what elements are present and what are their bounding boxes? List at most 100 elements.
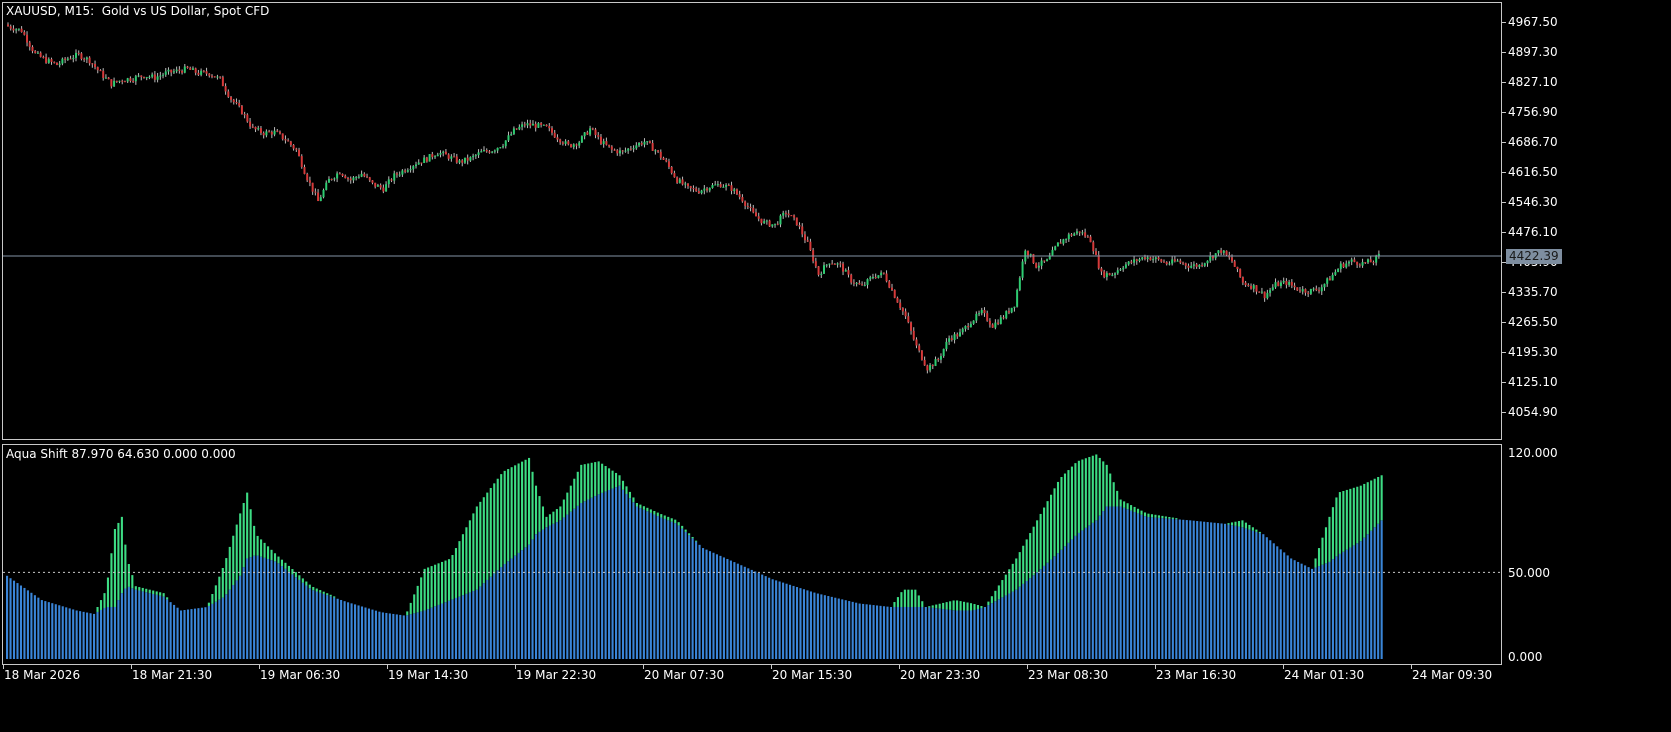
candle — [1290, 279, 1293, 289]
histogram-bar-blue — [889, 607, 893, 659]
candle — [1002, 315, 1005, 320]
histogram-bar-blue — [1213, 522, 1216, 659]
candle — [542, 124, 545, 126]
histogram-bar-green — [1126, 503, 1129, 510]
histogram-bar-blue — [249, 557, 252, 659]
histogram-bar-blue — [1015, 589, 1018, 659]
histogram-bar-green — [507, 469, 510, 562]
candle — [64, 57, 67, 64]
candle — [678, 177, 681, 184]
histogram-bar-green — [308, 584, 311, 589]
candle — [1056, 242, 1059, 247]
candle — [317, 189, 320, 202]
histogram-bar-blue — [1088, 525, 1091, 659]
candle — [991, 323, 994, 328]
histogram-bar-blue — [966, 610, 969, 659]
histogram-bar-green — [441, 561, 444, 604]
histogram-bar-blue — [531, 539, 534, 659]
candle — [382, 184, 385, 194]
histogram-bar-blue — [1119, 506, 1122, 659]
candle — [425, 156, 428, 163]
candle — [415, 161, 417, 169]
candle — [795, 217, 798, 226]
histogram-bar-green — [534, 485, 538, 535]
histogram-bar-blue — [145, 592, 148, 659]
candle — [31, 45, 34, 54]
time-axis[interactable]: 18 Mar 2026 18 Mar 21:30 19 Mar 06:30 19 Ma… — [2, 665, 1502, 685]
price-axis[interactable]: 4967.50 4897.30 4827.10 4756.90 4686.70 4616.… — [1502, 2, 1671, 440]
candle — [80, 52, 83, 61]
candle — [265, 129, 268, 138]
candle — [338, 172, 341, 175]
candle — [752, 204, 755, 214]
price-chart-canvas[interactable] — [3, 3, 1501, 439]
histogram-bar-blue — [611, 488, 614, 659]
histogram-bar-blue — [1109, 506, 1112, 659]
histogram-bar-blue — [312, 590, 315, 659]
candle — [221, 75, 224, 87]
candle — [1274, 278, 1277, 289]
histogram-bar-blue — [1022, 583, 1025, 659]
candle — [1168, 261, 1171, 266]
candle — [1285, 278, 1288, 289]
histogram-bar-green — [1046, 501, 1049, 563]
candle — [205, 67, 208, 76]
candle — [268, 129, 271, 133]
histogram-bar-green — [907, 589, 910, 607]
histogram-bar-blue — [113, 607, 116, 659]
histogram-bar-green — [214, 585, 217, 602]
histogram-bar-green — [1025, 539, 1028, 581]
candle — [551, 126, 553, 136]
candle — [706, 186, 709, 193]
candle — [42, 55, 45, 59]
candle — [534, 121, 537, 132]
candle — [61, 57, 64, 66]
histogram-bar-green — [218, 576, 221, 600]
histogram-bar-blue — [1056, 553, 1060, 659]
candle — [504, 140, 507, 149]
candle — [357, 174, 360, 179]
candle — [1195, 262, 1198, 269]
histogram-bar-blue — [388, 613, 391, 659]
candle — [910, 321, 913, 335]
time-axis-tick — [643, 665, 644, 669]
histogram-bar-blue — [503, 564, 506, 659]
histogram-bar-green — [928, 606, 931, 608]
candle — [431, 151, 434, 160]
histogram-bar-blue — [1053, 556, 1056, 659]
histogram-bar-green — [479, 501, 482, 587]
candle — [1173, 256, 1176, 263]
histogram-bar-green — [211, 594, 214, 604]
histogram-bar-green — [1084, 458, 1087, 528]
candle — [1220, 247, 1223, 256]
candle — [923, 356, 926, 366]
candle — [1111, 272, 1114, 277]
histogram-bar-green — [427, 567, 430, 610]
candle — [455, 153, 458, 164]
candle — [118, 80, 121, 84]
candle — [793, 214, 796, 221]
candle — [349, 176, 352, 184]
histogram-bar-blue — [420, 611, 423, 659]
time-axis-label: 20 Mar 15:30 — [772, 668, 853, 682]
candle — [605, 137, 608, 146]
candle — [1133, 255, 1136, 266]
candle — [428, 154, 431, 162]
indicator-canvas[interactable] — [3, 445, 1501, 664]
indicator-pane[interactable] — [2, 444, 1502, 665]
price-chart-pane[interactable] — [2, 2, 1502, 440]
histogram-bar-green — [263, 542, 266, 558]
candle — [249, 118, 252, 129]
histogram-bar-blue — [896, 607, 899, 659]
histogram-bar-blue — [1196, 521, 1199, 659]
candle — [480, 148, 483, 153]
histogram-bar-blue — [980, 607, 983, 659]
histogram-bar-green — [1157, 515, 1160, 518]
candle — [1233, 259, 1236, 267]
histogram-bar-green — [576, 471, 579, 506]
histogram-bar-green — [538, 496, 541, 532]
candle — [319, 194, 322, 202]
histogram-bar-blue — [1192, 520, 1195, 659]
histogram-bar-blue — [239, 575, 242, 659]
candle — [823, 262, 825, 275]
